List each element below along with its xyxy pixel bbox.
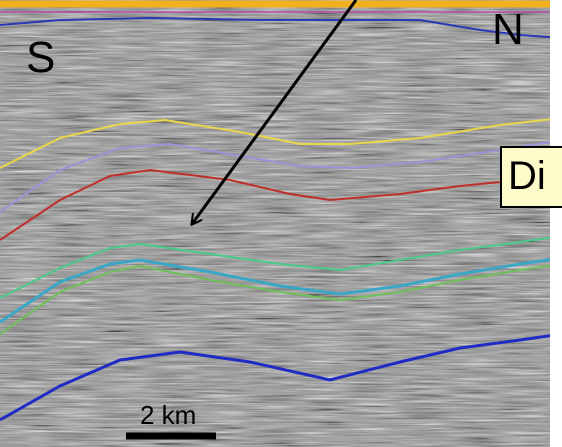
north-label: N — [492, 5, 524, 54]
horizon-red — [0, 168, 562, 241]
right-edge-strip — [550, 0, 562, 447]
south-label: S — [26, 33, 56, 82]
horizon-cyan — [0, 256, 562, 324]
horizon-lavender — [0, 139, 562, 213]
horizon-top-blue — [0, 16, 562, 39]
horizon-teal-green — [0, 235, 562, 299]
horizon-yellow — [0, 117, 562, 169]
horizon-deep-blue — [0, 332, 562, 422]
pointer-arrow — [192, 0, 358, 224]
horizon-light-green — [0, 263, 562, 335]
scale-label: 2 km — [140, 400, 197, 430]
callout-box: Di — [500, 146, 562, 208]
